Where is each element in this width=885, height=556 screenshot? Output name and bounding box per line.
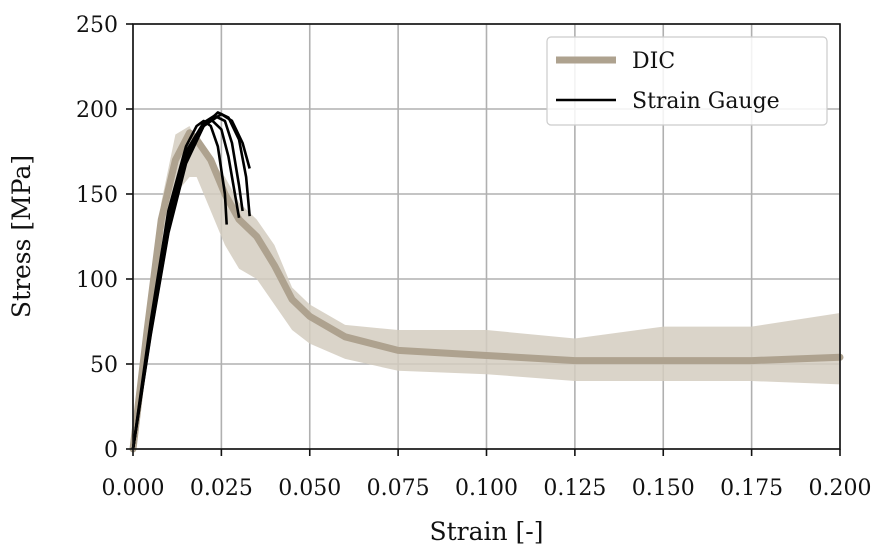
y-tick-label-5: 250 [76,13,118,38]
x-axis-label: Strain [-] [429,517,543,546]
y-tick-label-0: 0 [104,438,118,463]
y-tick-label-3: 150 [76,183,118,208]
x-tick-label-6: 0.150 [632,476,695,501]
y-tick-label-2: 100 [76,268,118,293]
x-tick-label-2: 0.050 [278,476,341,501]
strain-gauge-line-5 [131,112,251,450]
x-tick-label-3: 0.075 [367,476,430,501]
x-tick-label-0: 0.000 [102,476,165,501]
legend-box [546,36,828,126]
legend-dic-label: DIC [632,49,675,74]
x-tick-label-1: 0.025 [190,476,253,501]
y-axis-label: Stress [MPa] [7,155,36,318]
y-axis-ticks: 0 50 100 150 200 250 [76,13,133,463]
series-layer [129,111,844,453]
x-axis-ticks: 0.000 0.025 0.050 0.075 0.100 0.125 0.150 0.175… [102,449,872,501]
y-tick-label-1: 50 [90,353,118,378]
x-tick-label-4: 0.100 [455,476,518,501]
x-tick-label-8: 0.200 [809,476,872,501]
x-tick-label-5: 0.125 [543,476,606,501]
legend-strain-gauge-label: Strain Gauge [632,89,780,114]
x-tick-label-7: 0.175 [720,476,783,501]
dic-scatter-band [133,126,840,449]
legend: DIC Strain Gauge [546,36,828,126]
dic-mean-line [129,129,844,453]
y-tick-label-4: 200 [76,98,118,123]
dic-band-layer [133,126,840,449]
